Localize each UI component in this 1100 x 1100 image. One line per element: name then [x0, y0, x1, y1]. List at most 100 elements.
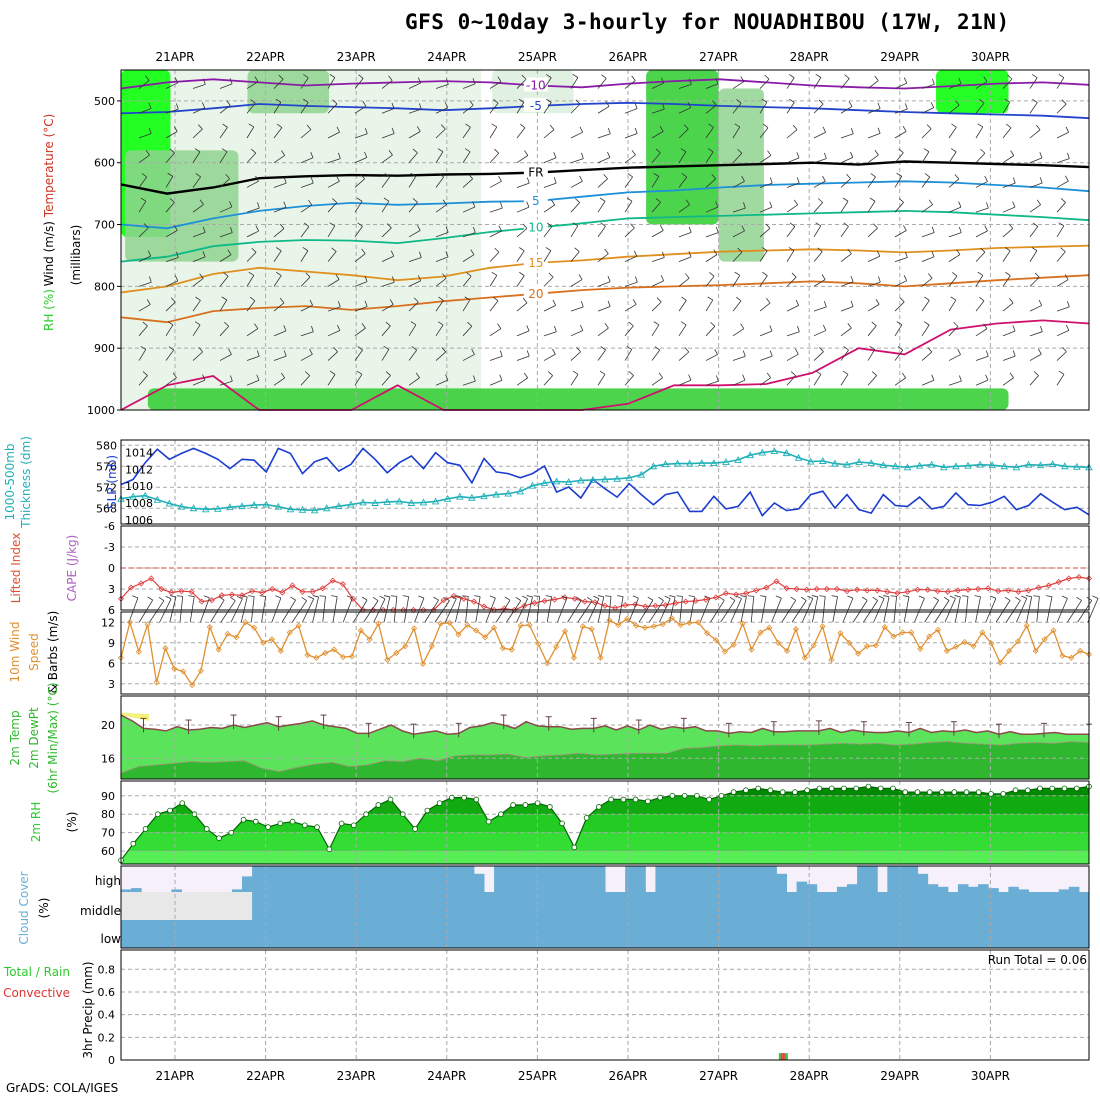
- wind-barb: [327, 330, 341, 337]
- cloud-bar-high: [847, 884, 858, 892]
- data-marker: [228, 591, 235, 598]
- cloud-bar-low: [514, 920, 525, 948]
- wind-barb-flag: [145, 150, 150, 156]
- data-marker: [141, 491, 149, 499]
- wind-barb-flag: [711, 174, 717, 180]
- data-marker: [551, 596, 558, 603]
- wind-barb-flag: [446, 78, 449, 85]
- wind-barb: [1002, 377, 1014, 386]
- wind-barb-flag: [1067, 152, 1070, 159]
- data-marker: [718, 792, 725, 799]
- axis-label-cloud-units: (%): [37, 898, 51, 919]
- wind-barb: [1029, 331, 1043, 337]
- wind-barb: [381, 304, 394, 312]
- data-marker: [988, 640, 995, 647]
- wind-barb: [408, 301, 419, 312]
- wind-barb-flag: [523, 372, 529, 379]
- wind-barb-flag: [607, 300, 611, 307]
- wind-barb-flag: [356, 197, 363, 202]
- wind-barb-flag: [680, 148, 687, 153]
- cloud-bar-high: [937, 886, 949, 892]
- wind-barb-flag: [148, 102, 152, 109]
- wind-barb: [840, 327, 852, 337]
- panel-frame: [120, 780, 1090, 865]
- wind-barb-flag: [1025, 595, 1032, 598]
- wind-barb: [462, 275, 472, 287]
- cloud-bar-high: [1008, 886, 1019, 892]
- data-marker: [335, 502, 343, 510]
- wind-barb-flag: [815, 222, 822, 227]
- cloud-bar-high: [473, 873, 485, 892]
- wind-barb: [354, 306, 368, 312]
- contour-label: FR: [528, 166, 543, 180]
- wind-barb: [759, 127, 769, 139]
- data-marker: [884, 588, 891, 595]
- wind-barb-flag: [822, 175, 826, 182]
- cloud-bar-high: [927, 884, 939, 892]
- wind-barb-flag: [201, 102, 206, 108]
- series-line: [120, 447, 1090, 517]
- wind-barb: [300, 250, 309, 262]
- wind-barb: [300, 157, 314, 164]
- data-marker: [816, 785, 823, 792]
- cloud-bar-middle: [806, 892, 818, 920]
- data-marker: [277, 820, 284, 827]
- wind-barb-flag: [202, 226, 206, 233]
- wind-barb-flag: [356, 370, 363, 375]
- wind-barb-flag: [391, 127, 395, 134]
- wind-barb: [651, 230, 664, 238]
- rh-shade: [247, 70, 330, 114]
- cloud-bar-middle: [917, 892, 929, 920]
- data-marker: [924, 586, 931, 593]
- data-marker: [277, 647, 284, 655]
- cloud-bar-low: [1038, 920, 1050, 948]
- wind-barb-flag: [438, 296, 444, 301]
- date-label-top: 26APR: [608, 50, 647, 64]
- wind-barb: [750, 596, 755, 623]
- wind-barb: [1026, 596, 1033, 623]
- wind-barb: [985, 598, 997, 623]
- wind-barb-flag: [923, 321, 930, 326]
- wind-barb-flag: [168, 346, 174, 351]
- cloud-bar-middle: [826, 892, 838, 920]
- data-marker: [661, 460, 670, 468]
- wind-barb: [903, 596, 910, 623]
- wind-barb-flag: [385, 371, 391, 376]
- data-marker: [492, 490, 500, 498]
- wind-barb: [327, 225, 336, 238]
- cloud-bar-middle: [524, 892, 535, 920]
- wind-barb-flag: [199, 199, 204, 205]
- cloud-bar-middle: [695, 892, 707, 920]
- data-marker: [952, 462, 960, 470]
- wind-barb-flag: [462, 595, 469, 597]
- wind-barb: [759, 78, 770, 89]
- axis-label-slp: SLP (mb): [105, 455, 119, 509]
- data-marker: [553, 643, 560, 650]
- wind-barb-flag: [605, 595, 612, 597]
- cloud-bar-middle: [484, 892, 495, 920]
- wind-barb-flag: [603, 174, 608, 179]
- wind-barb-flag: [983, 323, 988, 329]
- wind-barb-flag: [518, 98, 525, 103]
- wind-barb: [651, 377, 663, 386]
- cloud-bar-middle: [887, 892, 898, 920]
- wind-barb-flag: [552, 299, 557, 306]
- data-marker: [485, 818, 492, 825]
- data-marker: [162, 645, 169, 652]
- wind-barb-flag: [561, 595, 568, 599]
- wind-barb-flag: [572, 73, 579, 78]
- wind-barb-flag: [416, 225, 421, 231]
- wind-barb: [219, 83, 233, 89]
- wind-barb-flag: [197, 124, 203, 130]
- wind-barb-flag: [256, 374, 260, 381]
- wind-barb: [921, 128, 932, 139]
- data-marker: [704, 630, 711, 637]
- wind-barb: [543, 226, 553, 238]
- contour-label: 20: [528, 287, 543, 301]
- wind-barb: [651, 82, 664, 89]
- wind-barb-flag: [712, 100, 717, 106]
- wind-barb: [462, 127, 471, 139]
- wind-barb: [516, 206, 530, 213]
- wind-barb-flag: [522, 595, 528, 600]
- wind-barb-flag: [747, 595, 754, 597]
